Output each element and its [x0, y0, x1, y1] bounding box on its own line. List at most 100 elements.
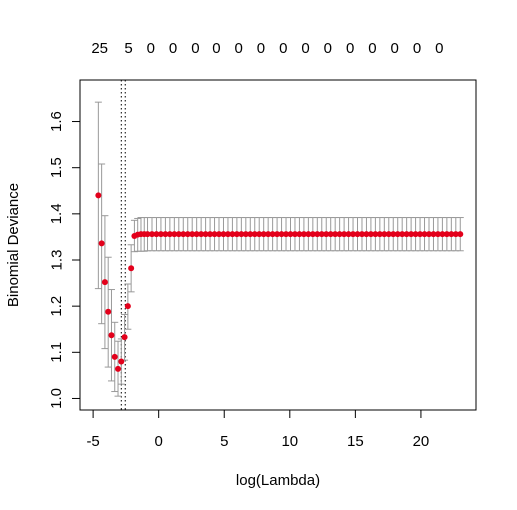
data-point [251, 231, 258, 238]
data-point [412, 231, 419, 238]
x-tick-label: 5 [220, 433, 228, 450]
x-tick-label: 0 [155, 433, 163, 450]
reference-lines [120, 80, 126, 410]
top-axis-nonzero-counts: 25 5 0 0 0 0 0 0 0 0 0 0 0 0 0 0 [91, 40, 443, 57]
data-point [403, 231, 410, 238]
data-point [144, 231, 151, 238]
data-point [101, 279, 108, 286]
data-point [457, 231, 464, 238]
data-point [171, 231, 178, 238]
y-axis-label: Binomial Deviance [5, 183, 22, 307]
data-point [332, 231, 339, 238]
x-tick-label: -5 [86, 433, 99, 450]
data-point [421, 231, 428, 238]
data-point [363, 231, 370, 238]
data-point [336, 231, 343, 238]
data-point [354, 231, 361, 238]
data-points [95, 192, 464, 372]
data-point [233, 231, 240, 238]
data-point [229, 231, 236, 238]
data-point [148, 231, 155, 238]
top-tick-label: 5 [124, 40, 132, 57]
data-point [345, 231, 352, 238]
data-point [425, 231, 432, 238]
y-tick-label: 1.5 [48, 157, 65, 178]
data-point [265, 231, 272, 238]
data-point [256, 231, 263, 238]
data-point [408, 231, 415, 238]
data-point [381, 231, 388, 238]
data-point [296, 231, 303, 238]
data-point [224, 231, 231, 238]
data-point [211, 231, 218, 238]
data-point [341, 231, 348, 238]
data-point [318, 231, 325, 238]
data-point [394, 231, 401, 238]
data-point [184, 231, 191, 238]
data-point [305, 231, 312, 238]
top-tick-label: 25 [91, 40, 108, 57]
x-tick-label: 20 [413, 433, 430, 450]
data-point [452, 231, 459, 238]
data-point [314, 231, 321, 238]
data-point [300, 231, 307, 238]
data-point [358, 231, 365, 238]
data-point [367, 231, 374, 238]
data-point [157, 231, 164, 238]
data-point [327, 231, 334, 238]
data-point [128, 265, 135, 272]
data-point [323, 231, 330, 238]
top-tick-label: 0 [234, 40, 242, 57]
y-tick-label: 1.0 [48, 388, 65, 409]
data-point [390, 231, 397, 238]
data-point [260, 231, 267, 238]
top-tick-label: 0 [257, 40, 265, 57]
plot-frame [79, 79, 477, 411]
x-tick-label: 15 [347, 433, 364, 450]
data-point [95, 192, 102, 199]
data-point [372, 231, 379, 238]
data-point [376, 231, 383, 238]
data-point [175, 231, 182, 238]
data-point [287, 231, 294, 238]
top-tick-label: 0 [391, 40, 399, 57]
data-point [309, 231, 316, 238]
data-point [207, 231, 214, 238]
data-point [430, 231, 437, 238]
top-tick-label: 0 [212, 40, 220, 57]
y-tick-label: 1.6 [48, 111, 65, 132]
data-point [153, 231, 160, 238]
top-tick-label: 0 [191, 40, 199, 57]
data-point [115, 365, 122, 372]
x-tick-label: 10 [281, 433, 298, 450]
data-point [269, 231, 276, 238]
data-point [162, 231, 169, 238]
y-tick-label: 1.4 [48, 203, 65, 224]
data-point [443, 231, 450, 238]
data-point [247, 231, 254, 238]
data-point [417, 231, 424, 238]
data-point [193, 231, 200, 238]
data-point [448, 231, 455, 238]
data-point [108, 332, 115, 339]
data-point [198, 231, 205, 238]
error-bars [94, 101, 464, 397]
data-point [111, 353, 118, 360]
data-point [291, 231, 298, 238]
top-tick-label: 0 [279, 40, 287, 57]
top-tick-label: 0 [368, 40, 376, 57]
top-tick-label: 0 [324, 40, 332, 57]
data-point [434, 231, 441, 238]
data-point [202, 231, 209, 238]
data-point [385, 231, 392, 238]
top-tick-label: 0 [413, 40, 421, 57]
y-axis: 1.0 1.1 1.2 1.3 1.4 1.5 1.6 [48, 111, 81, 409]
data-point [399, 231, 406, 238]
y-tick-label: 1.1 [48, 342, 65, 363]
top-tick-label: 0 [147, 40, 155, 57]
x-axis: -5 0 5 10 15 20 [86, 409, 430, 450]
top-tick-label: 0 [435, 40, 443, 57]
data-point [124, 303, 131, 310]
data-point [278, 231, 285, 238]
